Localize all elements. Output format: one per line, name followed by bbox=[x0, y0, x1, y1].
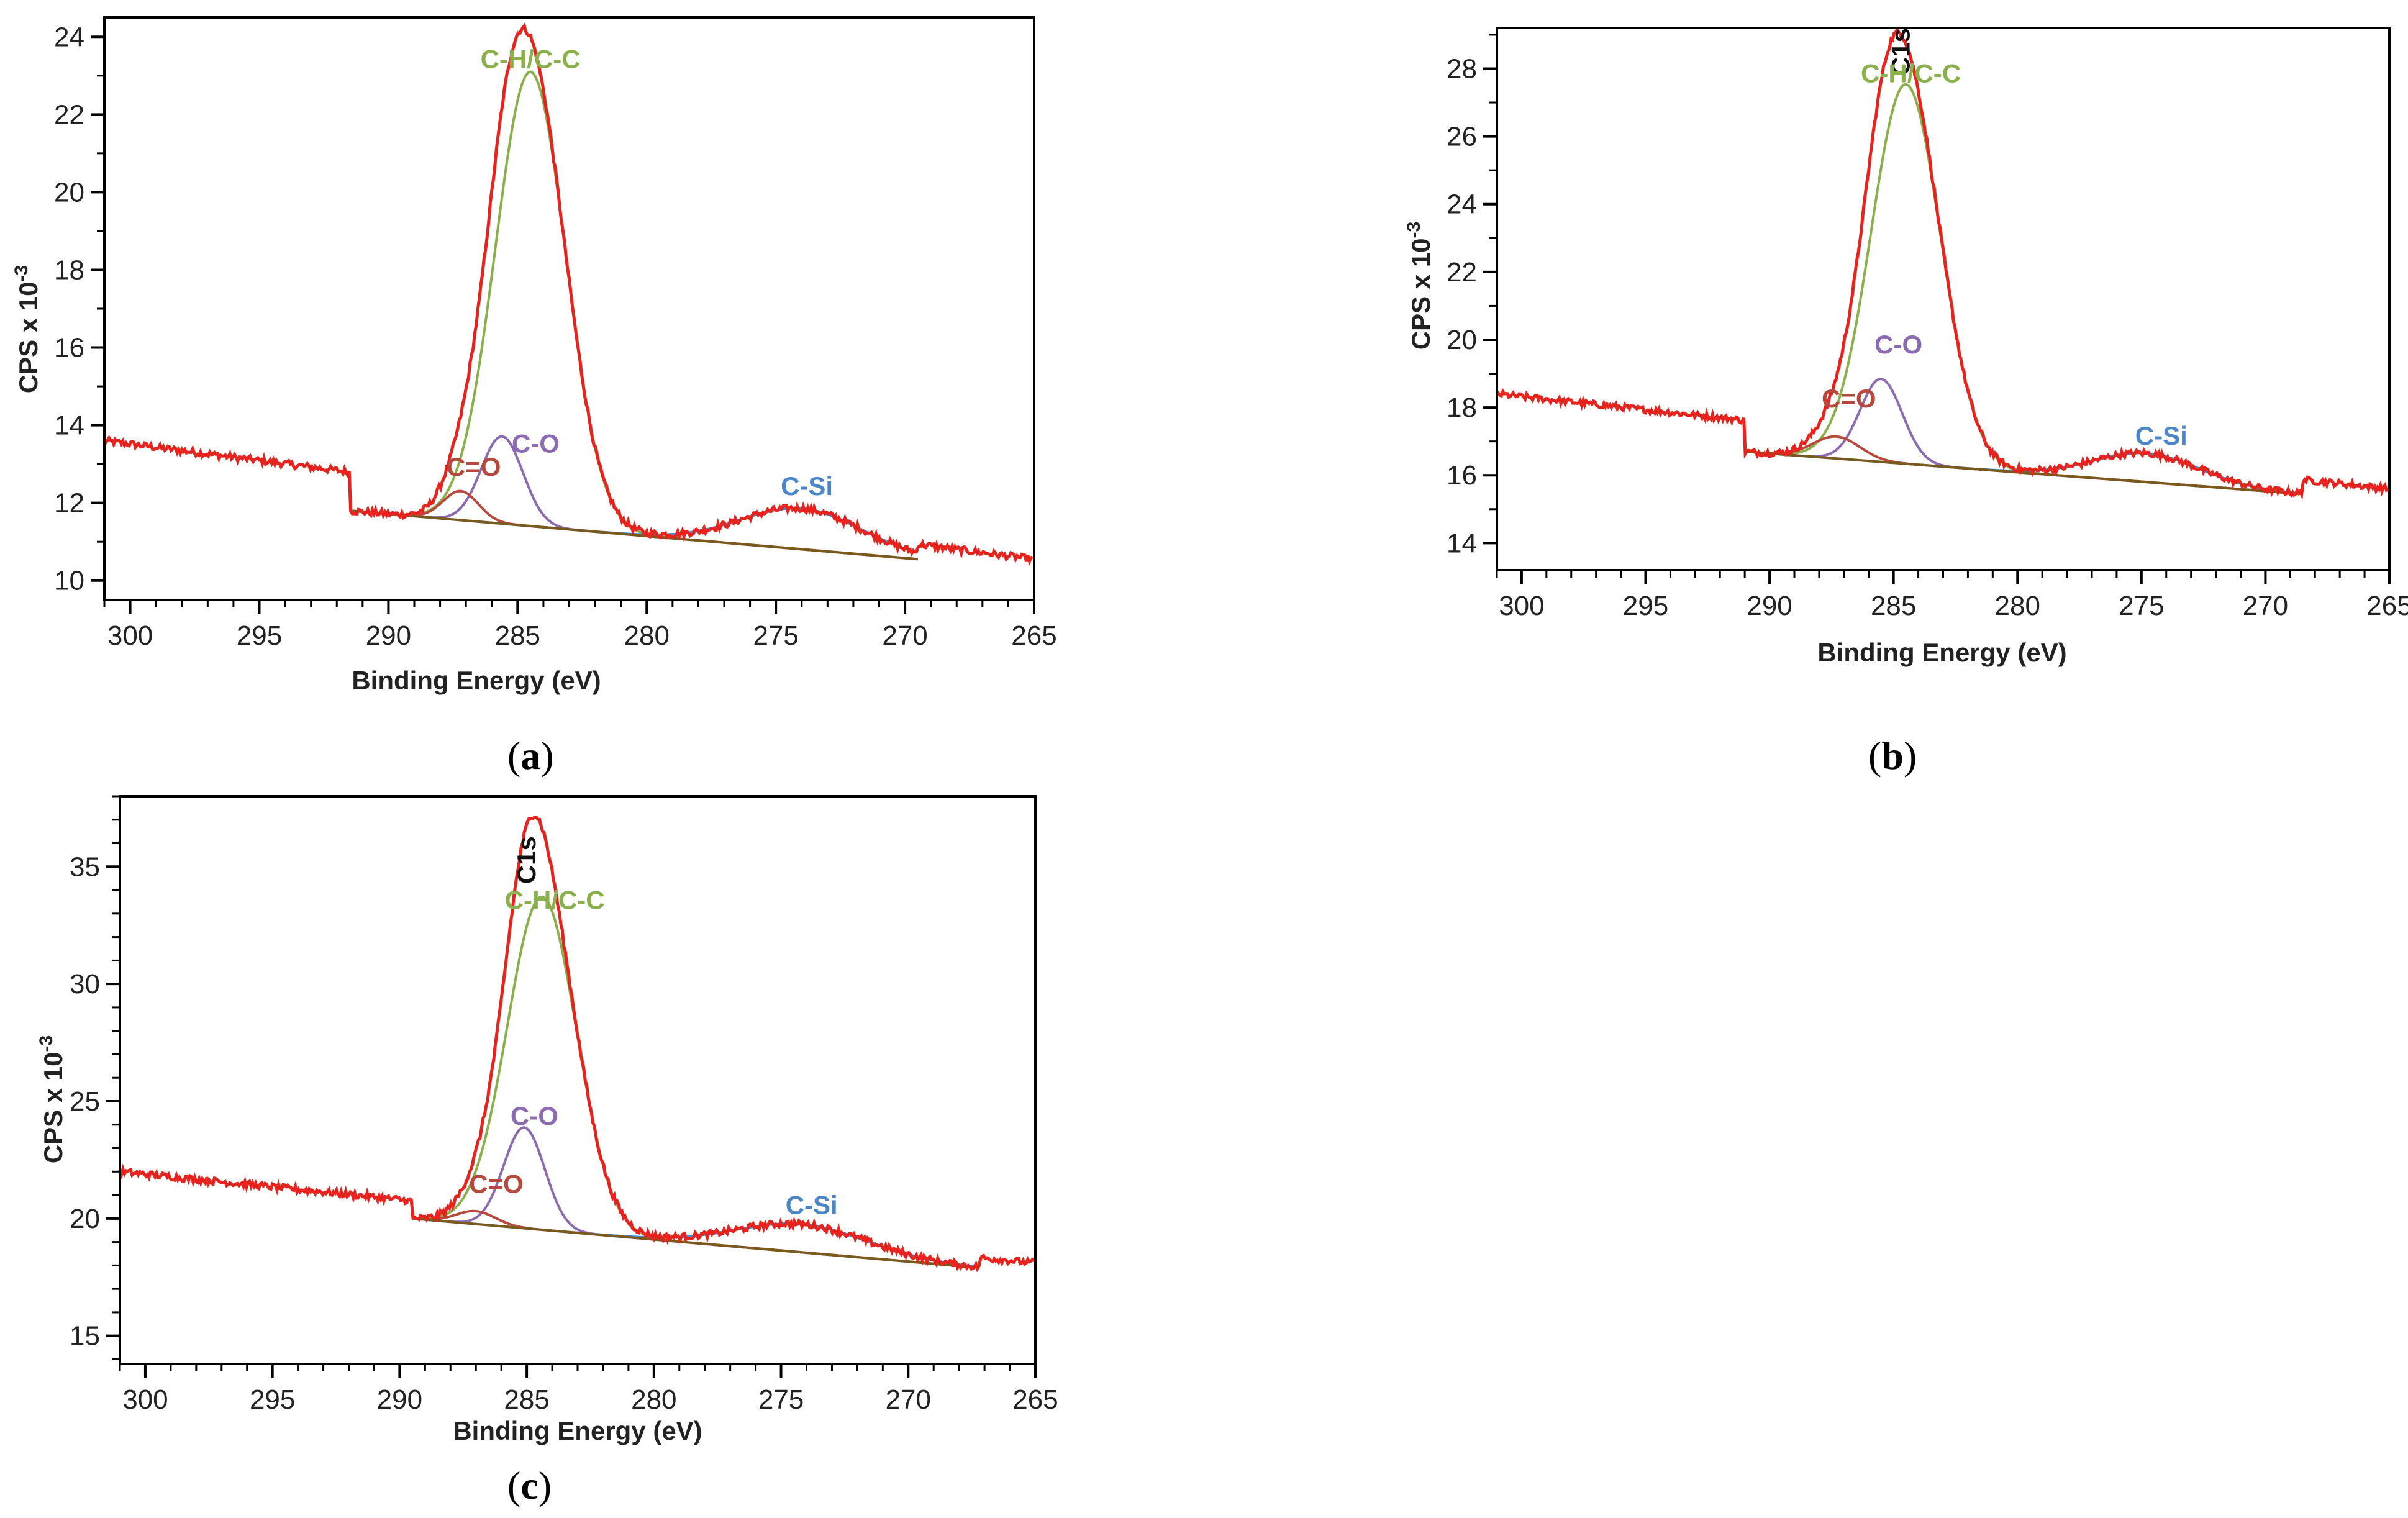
y-tick-label: 20 bbox=[1447, 325, 1477, 355]
peak-label-c-h-c-c: C-H/C-C bbox=[1861, 58, 1961, 88]
y-tick-label: 35 bbox=[70, 852, 100, 882]
x-tick-label: 275 bbox=[758, 1384, 804, 1415]
panel-label-b: (b) bbox=[1868, 734, 1917, 778]
peak-label-c-si: C-Si bbox=[786, 1190, 838, 1219]
peak-label-c1s: C1s bbox=[512, 836, 541, 884]
y-tick-label: 12 bbox=[54, 488, 84, 519]
x-tick-label: 300 bbox=[107, 620, 153, 651]
y-tick-label: 20 bbox=[54, 177, 84, 207]
y-tick-label: 25 bbox=[70, 1086, 100, 1117]
peak-label-c-h-c-c: C-H/C-C bbox=[505, 885, 605, 914]
x-axis-label: Binding Energy (eV) bbox=[453, 1416, 702, 1445]
xps-chart-c: 300 295 290 285 280 275 270 265 15 20 25 30 35 Bindi… bbox=[36, 795, 1058, 1445]
y-axis-label: CPS x 10-3 bbox=[36, 1035, 68, 1163]
measured-spectrum bbox=[104, 22, 1034, 566]
y-tick-label: 15 bbox=[70, 1321, 100, 1352]
x-tick-label: 300 bbox=[122, 1384, 168, 1415]
x-axis-label: Binding Energy (eV) bbox=[1817, 638, 2066, 667]
y-tick-label: 16 bbox=[1447, 460, 1477, 491]
y-axis-label: CPS x 10-3 bbox=[11, 265, 43, 393]
x-tick-label: 290 bbox=[377, 1384, 422, 1415]
x-tick-label: 295 bbox=[237, 620, 282, 651]
peak-label-c-si: C-Si bbox=[781, 471, 833, 501]
y-axis-label: CPS x 10-3 bbox=[1404, 222, 1435, 350]
y-tick-label: 30 bbox=[70, 969, 100, 999]
peak-label-c1s: C1s bbox=[1886, 28, 1915, 76]
fit-curve-c-o bbox=[1745, 435, 2301, 495]
y-tick-label: 28 bbox=[1447, 53, 1477, 84]
x-tick-label: 270 bbox=[886, 1384, 931, 1415]
x-tick-label: 265 bbox=[1012, 1384, 1058, 1415]
measured-spectrum bbox=[1497, 28, 2389, 500]
x-tick-label: 290 bbox=[1747, 591, 1792, 621]
y-tick-label: 14 bbox=[1447, 528, 1477, 558]
x-tick-label: 265 bbox=[2366, 591, 2408, 621]
y-tick-label: 10 bbox=[54, 566, 84, 596]
y-tick-label: 14 bbox=[54, 411, 84, 441]
plot-frame bbox=[103, 16, 1035, 601]
plot-frame bbox=[119, 795, 1037, 1365]
peak-label-c-o: C-O bbox=[1874, 330, 1922, 359]
x-tick-label: 280 bbox=[1995, 591, 2040, 621]
peak-label-c-o: C=O bbox=[447, 452, 501, 481]
peak-label-c-h-c-c: C-H/C-C bbox=[481, 44, 581, 73]
x-tick-label: 285 bbox=[504, 1384, 549, 1415]
fit-curve-c-h-c-c bbox=[412, 895, 977, 1269]
x-tick-label: 290 bbox=[366, 620, 411, 651]
peak-label-c-o: C=O bbox=[469, 1169, 524, 1198]
y-tick-label: 16 bbox=[54, 333, 84, 363]
xps-chart-a: 300 295 290 285 280 275 270 265 10 12 14 16 18 20 22 24… bbox=[11, 16, 1057, 695]
x-axis-label: Binding Energy (eV) bbox=[352, 666, 601, 695]
background-line bbox=[412, 1217, 980, 1270]
panel-label-a: (a) bbox=[507, 734, 554, 778]
y-tick-label: 22 bbox=[1447, 257, 1477, 288]
measured-spectrum bbox=[120, 815, 1035, 1273]
y-tick-label: 24 bbox=[54, 22, 84, 52]
peak-label-c-si: C-Si bbox=[2135, 421, 2188, 450]
y-tick-label: 24 bbox=[1447, 189, 1477, 220]
x-tick-label: 295 bbox=[250, 1384, 295, 1415]
y-tick-label: 22 bbox=[54, 99, 84, 130]
x-tick-label: 300 bbox=[1499, 591, 1544, 621]
x-tick-label: 285 bbox=[495, 620, 540, 651]
y-tick-label: 18 bbox=[1447, 393, 1477, 423]
x-tick-label: 280 bbox=[631, 1384, 676, 1415]
background-line bbox=[1745, 450, 2303, 496]
fit-curve-c-h-c-c bbox=[1745, 83, 2301, 495]
y-tick-label: 18 bbox=[54, 255, 84, 285]
peak-label-c-o: C-O bbox=[512, 429, 560, 458]
background-line bbox=[349, 509, 919, 561]
x-tick-label: 270 bbox=[882, 620, 927, 651]
x-tick-label: 275 bbox=[753, 620, 798, 651]
y-tick-label: 20 bbox=[70, 1204, 100, 1234]
panel-label-c: (c) bbox=[507, 1463, 552, 1507]
x-tick-label: 270 bbox=[2243, 591, 2288, 621]
x-tick-label: 295 bbox=[1623, 591, 1668, 621]
x-tick-label: 275 bbox=[2119, 591, 2164, 621]
x-tick-label: 280 bbox=[624, 620, 670, 651]
x-tick-label: 285 bbox=[1871, 591, 1916, 621]
x-tick-label: 265 bbox=[1011, 620, 1056, 651]
xps-chart-b: 300 295 290 285 280 275 270 265 14 16 18 20 22 24 26 28… bbox=[1404, 27, 2408, 667]
y-tick-label: 26 bbox=[1447, 122, 1477, 152]
peak-label-c-o: C-O bbox=[511, 1101, 558, 1130]
peak-label-c-o: C=O bbox=[1822, 384, 1876, 413]
